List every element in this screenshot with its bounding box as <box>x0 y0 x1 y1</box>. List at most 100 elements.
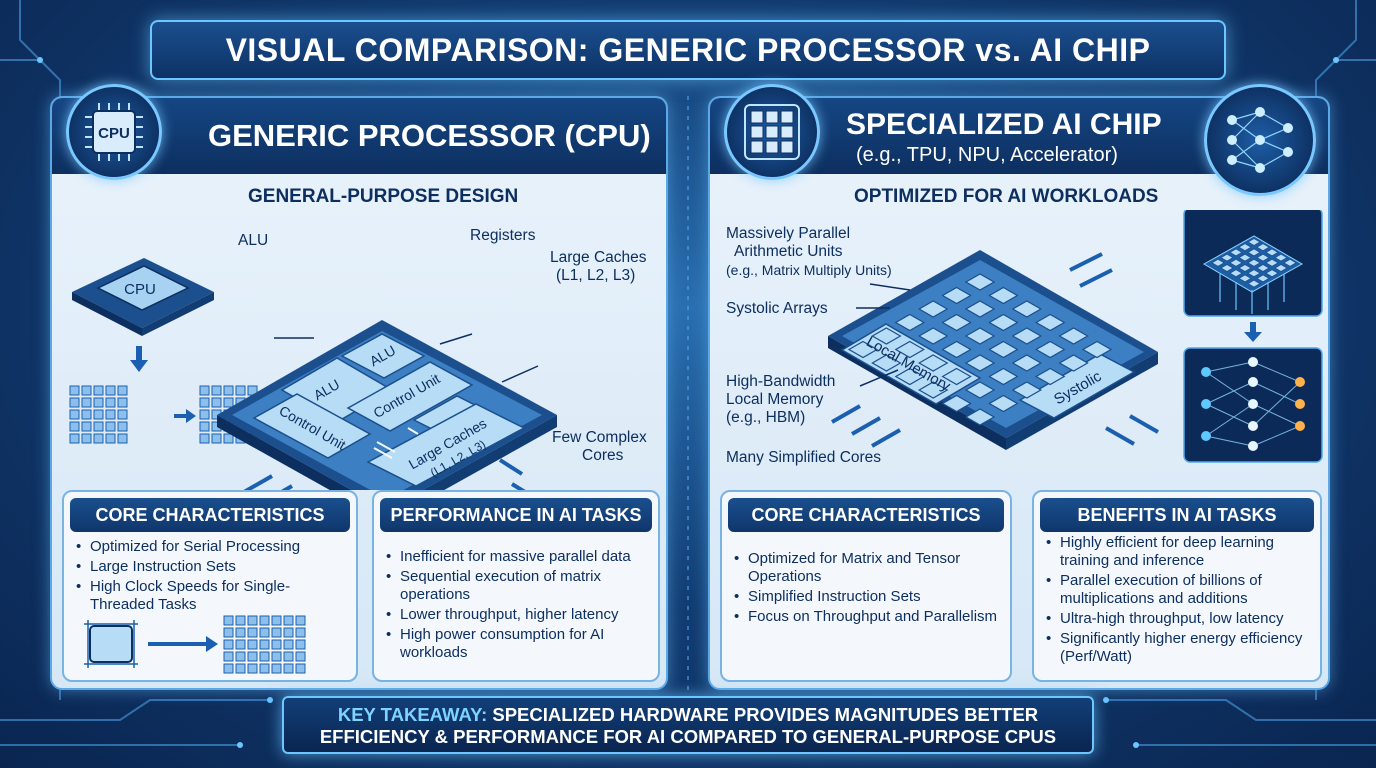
grid-cell <box>199 433 210 444</box>
mini-processing-element <box>1238 274 1252 283</box>
takeaway-line-1: SPECIALIZED HARDWARE PROVIDES MAGNITUDES… <box>492 704 1039 725</box>
grid-cell <box>223 615 234 626</box>
mini-processing-element <box>1256 264 1270 272</box>
grid-cell <box>271 627 282 638</box>
grid-cell <box>81 385 92 396</box>
label-systolic: Systolic Arrays <box>726 300 828 317</box>
list-item: Simplified Instruction Sets <box>734 588 1002 606</box>
grid-cell <box>81 409 92 420</box>
small-cpu-chip: CPU <box>72 258 214 336</box>
grid-cell <box>199 397 210 408</box>
processing-element <box>1011 327 1043 345</box>
grid-cell <box>247 615 258 626</box>
grid-cell <box>69 385 80 396</box>
processing-element <box>1011 354 1043 372</box>
cpu-core-characteristics-box: CORE CHARACTERISTICS Optimized for Seria… <box>62 490 358 682</box>
grid-cell <box>235 663 246 674</box>
mini-processing-element <box>1247 248 1261 257</box>
processing-element <box>964 300 996 318</box>
grid-cell <box>259 639 270 650</box>
cpu-icon: CPU <box>85 103 143 161</box>
processing-element <box>894 340 926 359</box>
ai-chip-header-subtitle: (e.g., TPU, NPU, Accelerator) <box>856 144 1118 166</box>
label-parallel-2: Arithmetic Units <box>734 243 843 260</box>
grid-cell <box>235 615 246 626</box>
cpu-to-grid-illustration <box>84 615 306 674</box>
grid-cell <box>69 409 80 420</box>
mini-processing-element <box>1247 238 1261 246</box>
grid-cell <box>223 639 234 650</box>
grid-cell <box>283 639 294 650</box>
list-item: Highly efficient for deep learning train… <box>1046 534 1312 570</box>
mini-processing-element <box>1274 253 1288 262</box>
list-item: Ultra-high throughput, low latency <box>1046 610 1312 628</box>
processing-element <box>1034 313 1066 332</box>
cpu-core-characteristics-heading: CORE CHARACTERISTICS <box>70 498 350 532</box>
processing-element <box>1011 381 1043 399</box>
grid-cell <box>283 663 294 674</box>
grid-cell <box>117 421 128 432</box>
grid-cell <box>199 409 210 420</box>
list-item: Inefficient for massive parallel data <box>386 548 650 566</box>
processing-element <box>964 408 996 426</box>
processing-element <box>917 327 949 345</box>
cpu-performance-list: Inefficient for massive parallel data Se… <box>386 548 650 664</box>
grid-cell <box>199 385 210 396</box>
grid-cell <box>105 433 116 444</box>
matrix-unit-3d-image <box>1183 210 1323 317</box>
processing-element <box>1058 354 1089 372</box>
cpu-panel: GENERIC PROCESSOR (CPU) CPU GENERAL-PURP… <box>50 84 668 690</box>
mini-processing-element <box>1256 274 1270 283</box>
grid-cell <box>93 385 104 396</box>
grid-cell <box>223 627 234 638</box>
mini-processing-element <box>1220 253 1234 262</box>
grid-cell <box>81 397 92 408</box>
grid-cell <box>223 433 234 444</box>
mini-processing-element <box>1247 258 1261 267</box>
grid-cell <box>105 385 116 396</box>
down-arrow-icon <box>130 346 148 372</box>
ai-chip-die: Local Memory Systolic <box>828 250 1158 450</box>
processing-element <box>917 300 949 318</box>
cpu-die: ALU ALU Control Unit Control Unit Large … <box>217 320 557 490</box>
grid-cell <box>235 627 246 638</box>
grid-cell <box>211 433 222 444</box>
label-hbm-3: (e.g., HBM) <box>726 409 806 426</box>
grid-cell <box>259 663 270 674</box>
label-large-caches-levels: (L1, L2, L3) <box>556 267 636 284</box>
list-item: Large Instruction Sets <box>76 558 348 576</box>
label-few-cores-1: Few Complex <box>552 429 647 446</box>
mini-processing-element <box>1238 243 1252 252</box>
title-bar: VISUAL COMPARISON: GENERIC PROCESSOR vs.… <box>150 20 1226 80</box>
list-item: Focus on Throughput and Parallelism <box>734 608 1002 626</box>
grid-cell <box>259 651 270 662</box>
ai-io-arrows <box>831 252 1159 448</box>
processing-element <box>941 340 972 359</box>
grid-cell <box>93 421 104 432</box>
grid-cell <box>235 639 246 650</box>
processing-element <box>1034 340 1066 359</box>
grid-cell <box>271 639 282 650</box>
mini-processing-element <box>1229 258 1243 267</box>
mini-processing-element <box>1229 269 1243 278</box>
cpu-subheading: GENERAL-PURPOSE DESIGN <box>248 186 519 207</box>
label-hbm-2: Local Memory <box>726 391 824 408</box>
small-cpu-chip-text: CPU <box>124 281 156 298</box>
grid-cell <box>235 651 246 662</box>
grid-cell <box>223 651 234 662</box>
mini-processing-element <box>1265 248 1279 257</box>
grid-cell <box>199 421 210 432</box>
list-item: High power consumption for AI workloads <box>386 626 650 662</box>
grid-cell <box>259 627 270 638</box>
grid-cell <box>295 651 306 662</box>
grid-cell <box>211 397 222 408</box>
down-arrow-icon <box>1244 322 1262 342</box>
mini-processing-element <box>1265 258 1279 267</box>
processing-element <box>988 286 1019 305</box>
ai-chip-header-icon <box>724 84 820 180</box>
processing-element <box>847 340 879 359</box>
processing-element <box>871 327 902 345</box>
processing-element <box>894 367 926 386</box>
list-item: Significantly higher energy efficiency (… <box>1046 630 1312 666</box>
processing-element <box>988 394 1019 413</box>
